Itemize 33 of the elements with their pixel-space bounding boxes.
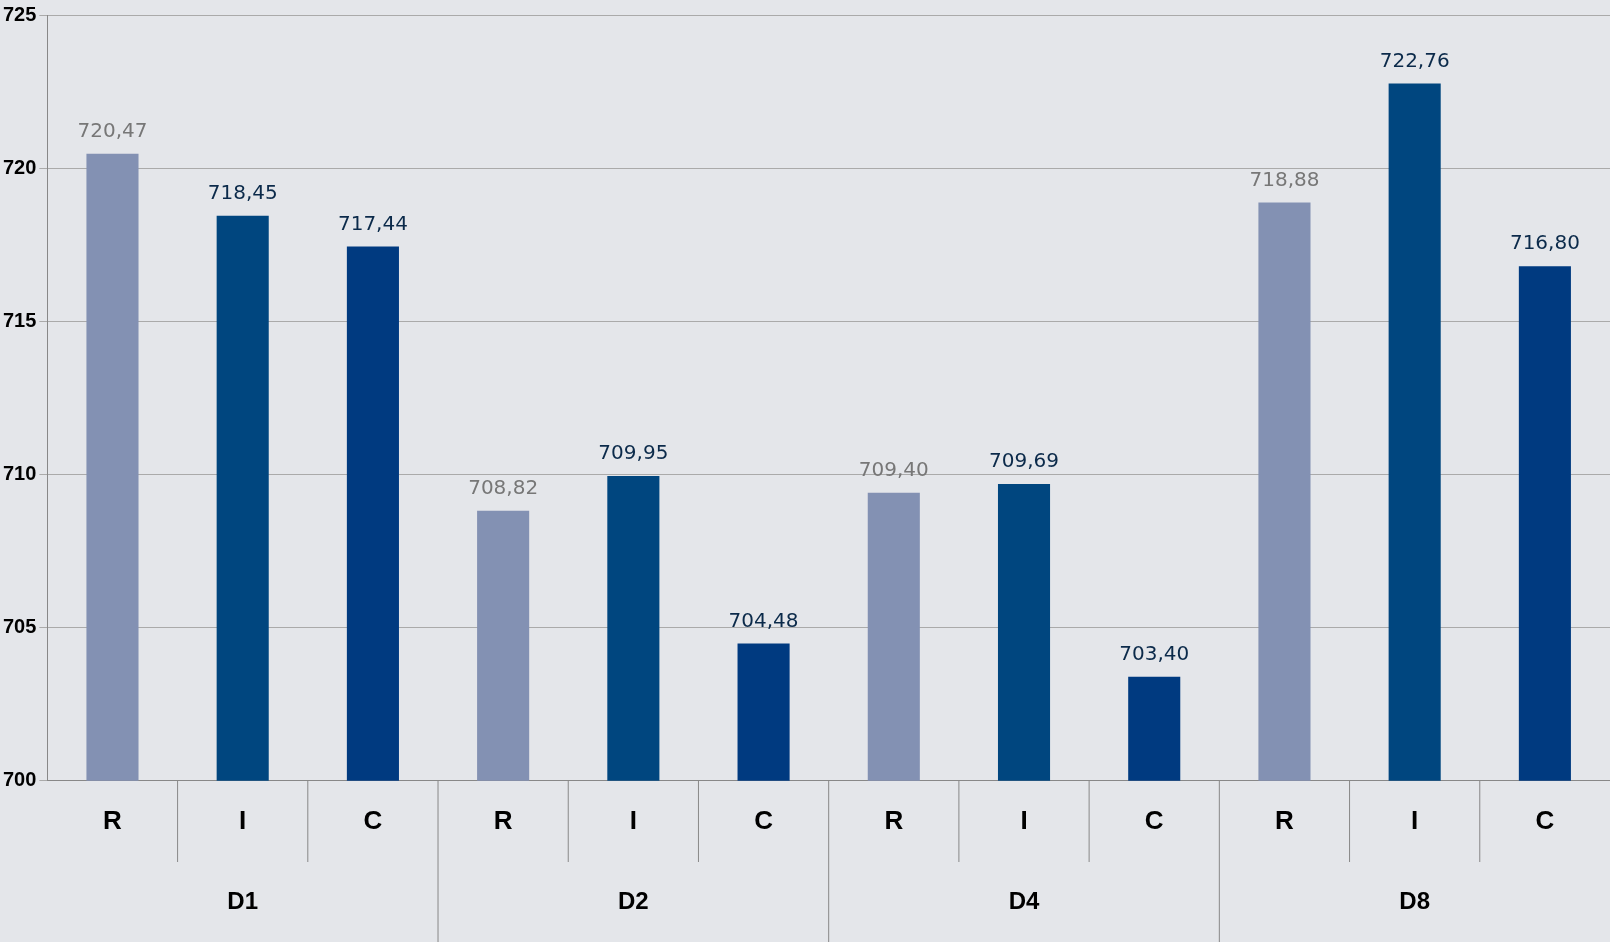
y-tick-label: 720 — [2, 155, 37, 178]
text: D1 — [227, 886, 259, 914]
y-tick-label: 700 — [2, 768, 37, 791]
x-tick-label: I — [1020, 804, 1028, 835]
data-label: 718,88 — [1249, 166, 1320, 191]
data-label: 720,47 — [77, 117, 148, 142]
x-tick-label: R — [103, 804, 123, 835]
text: D2 — [618, 886, 649, 914]
data-label: 716,80 — [1509, 230, 1580, 255]
x-tick-label: I — [629, 804, 637, 835]
x-tick-label: C — [1535, 804, 1555, 835]
data-label: 709,95 — [598, 440, 669, 465]
x-tick-label: C — [1144, 804, 1164, 835]
x-tick-label: I — [1411, 804, 1419, 835]
data-label: 708,82 — [468, 474, 539, 499]
x-tick-label: R — [493, 804, 513, 835]
x-tick-label: R — [884, 804, 904, 835]
x-tick-label: C — [363, 804, 383, 835]
x-tick-label: R — [1275, 804, 1295, 835]
y-tick-label: 725 — [2, 2, 37, 25]
data-label: 704,48 — [728, 607, 799, 632]
data-label: 717,44 — [337, 210, 408, 235]
text: D8 — [1399, 886, 1431, 914]
data-label: 703,40 — [1119, 640, 1190, 665]
x-tick-label: C — [754, 804, 774, 835]
y-tick-label: 715 — [2, 308, 37, 331]
data-label: 718,45 — [207, 179, 278, 204]
data-label: 709,69 — [989, 448, 1060, 473]
data-label: 722,76 — [1379, 47, 1450, 72]
text: D4 — [1008, 886, 1040, 914]
x-tick-label: I — [239, 804, 247, 835]
y-tick-label: 705 — [2, 615, 37, 638]
y-tick-label: 710 — [2, 462, 37, 484]
